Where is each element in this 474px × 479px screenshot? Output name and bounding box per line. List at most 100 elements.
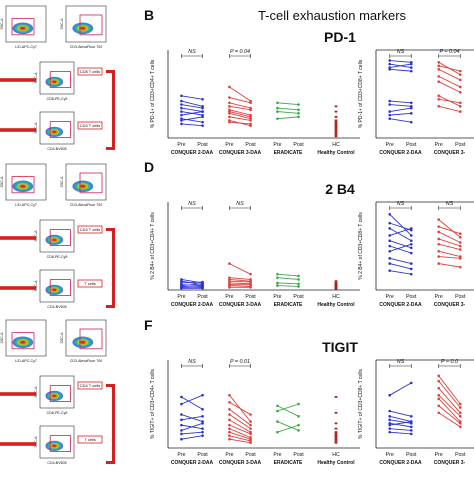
pair-line: [229, 109, 251, 116]
flow-plot-cd8-1-xlabel: CD8-PE-Cy5: [47, 255, 68, 259]
marker-title-tigit: TIGIT: [322, 339, 358, 355]
post-point: [297, 423, 300, 427]
pre-point: [437, 230, 441, 234]
post-point: [458, 110, 462, 113]
group-label: CONQUER 2-DAA: [379, 150, 422, 156]
pair-line: [181, 396, 203, 410]
hc-point: [334, 135, 338, 138]
tick-label-post: Post: [197, 452, 208, 458]
post-point: [458, 90, 462, 94]
flow-gate-label-b-2-box: [77, 435, 103, 444]
post-point: [409, 69, 413, 73]
pair-line: [229, 438, 251, 444]
pre-point: [437, 61, 441, 64]
flow-plot-cd4-0: CD4-BV605 SSC-A: [34, 111, 75, 151]
y-axis-label: % 2 B4+ of CD3+CD8+ T cells: [358, 212, 364, 280]
hc-point: [334, 133, 338, 136]
post-point: [409, 234, 413, 237]
chart-0-right: % PD-1+ of CD3+CD8+ T cells Pre Post NS CONQ…: [358, 49, 474, 156]
pair-line: [229, 419, 251, 433]
pair-line: [438, 243, 461, 250]
stat-label: NS: [236, 201, 244, 207]
pair-line: [389, 415, 412, 423]
tick-label-pre: Pre: [273, 142, 281, 148]
flow-plot-live-2: L/D-APC-Cy7 SSC-A: [0, 319, 47, 363]
pair-line: [181, 100, 203, 107]
pair-line: [438, 263, 461, 268]
post-point: [458, 105, 462, 108]
pre-point: [388, 244, 392, 248]
stat-label: NS: [397, 201, 405, 207]
flow-gate-label-a-1: CD4 T cells: [77, 225, 103, 234]
stat-label: P = 0.04: [439, 49, 459, 55]
flow-plot-cd3-0: CD3-AlexaFluor 700 SSC-A: [60, 5, 107, 49]
pair-line: [229, 116, 251, 121]
pair-line: [181, 422, 203, 431]
pair-line: [181, 107, 203, 113]
pair-line: [438, 75, 461, 88]
pre-point: [180, 413, 183, 416]
pre-point: [276, 101, 279, 105]
hc-point: [334, 126, 338, 129]
pre-point: [437, 397, 441, 401]
marker-title-pd1: PD-1: [324, 29, 356, 45]
flow-bracket-0-bar: [112, 70, 115, 150]
tick-label-post: Post: [455, 452, 466, 458]
post-point: [409, 429, 413, 432]
group-0: Pre Post NS CONQUER 2-DAA: [171, 201, 214, 308]
flow-plot-cd4-0-xlabel: CD4-BV605: [47, 147, 66, 151]
flow-arrow-a-0: [0, 78, 36, 82]
flow-plot-cd4-2-density-5: [52, 444, 57, 447]
chart-1-left: % 2 B4+ of CD3+CD4+ T cells Pre Post NS CONQ…: [150, 201, 360, 308]
post-point: [297, 103, 300, 106]
group-3: HC Healthy Control: [317, 280, 355, 308]
pair-line: [181, 283, 203, 287]
pre-point: [180, 103, 183, 106]
pair-line: [229, 105, 251, 111]
pre-point: [180, 432, 183, 436]
pair-line: [229, 428, 251, 438]
post-point: [458, 402, 462, 406]
flow-plot-live-0: L/D-APC-Cy7 SSC-A: [0, 5, 47, 49]
pre-point: [388, 227, 392, 230]
hc-point: [334, 427, 338, 430]
pair-line: [181, 435, 203, 440]
flow-plot-live-0-gate: [11, 18, 35, 36]
pair-line: [229, 435, 251, 442]
pair-line: [229, 278, 251, 282]
pair-line: [389, 104, 412, 107]
flow-plot-cd8-2-xlabel: CD8-PE-Cy5: [47, 411, 68, 415]
flow-bracket-0: [106, 70, 115, 150]
post-point: [201, 407, 204, 411]
group-2: Pre Post ERADICATE: [273, 101, 304, 156]
pair-line: [389, 100, 412, 104]
flow-plot-cd3-2-density-5: [80, 341, 86, 344]
post-point: [409, 420, 413, 423]
hc-point: [334, 411, 338, 414]
pre-point: [388, 59, 392, 62]
post-point: [458, 248, 462, 251]
pair-line: [181, 123, 203, 127]
pre-point: [437, 75, 441, 78]
pair-line: [229, 280, 251, 283]
hc-point: [334, 436, 338, 439]
post-point: [297, 285, 300, 288]
hc-point: [334, 431, 338, 434]
pre-point: [276, 281, 279, 285]
post-point: [409, 120, 413, 124]
pre-point: [228, 434, 231, 437]
pair-line: [229, 408, 251, 426]
pre-point: [180, 423, 183, 427]
chart-0-left: % PD-1+ of CD3+CD4+ T cells Pre Post NS CONQ…: [150, 49, 360, 156]
tick-label-pre: Pre: [273, 452, 281, 458]
pre-point: [388, 113, 392, 117]
stat-label: NS: [397, 359, 405, 365]
pair-line: [229, 97, 251, 104]
pair-line: [389, 270, 412, 275]
pair-line: [438, 68, 461, 81]
tick-label-pre: Pre: [386, 294, 394, 300]
pre-point: [180, 113, 183, 117]
flow-plot-cd3-1: CD3-AlexaFluor 700 SSC-A: [60, 163, 107, 207]
group-2: Pre Post ERADICATE: [273, 402, 304, 466]
post-point: [409, 272, 413, 276]
